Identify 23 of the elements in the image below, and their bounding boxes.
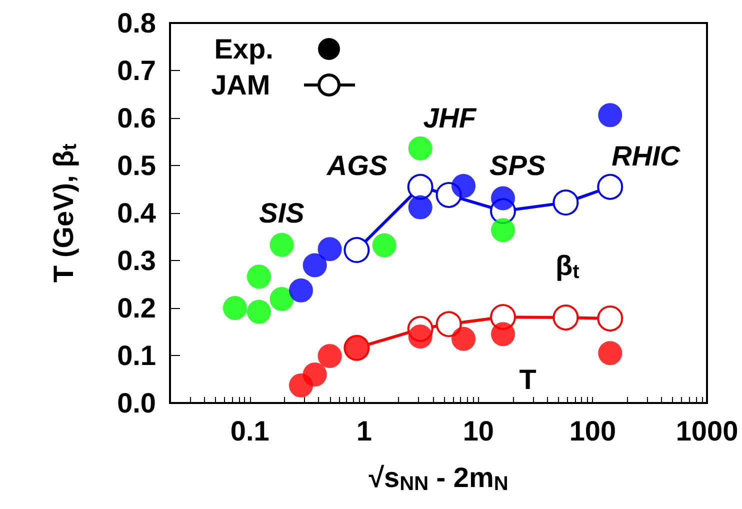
x-tick-label: 10 (462, 416, 494, 446)
annotation: JAM (211, 70, 270, 101)
y-tick-label: 0.0 (117, 388, 156, 418)
y-tick-label: 0.8 (117, 8, 156, 38)
annotation: T (519, 364, 536, 395)
y-tick-label: 0.4 (117, 198, 156, 228)
annotation: Exp. (214, 34, 274, 65)
annotation: RHIC (612, 140, 681, 172)
x-tick-label: 0.1 (230, 416, 270, 446)
y-tick-label: 0.6 (117, 102, 156, 134)
y-tick-label: 0.3 (117, 245, 156, 276)
y-tick-label: 0.7 (117, 55, 156, 86)
y-tick-label: 0.1 (117, 340, 156, 371)
x-tick-label: 1000 (676, 416, 738, 446)
annotation: JHF (423, 102, 477, 134)
annotation: SIS (259, 198, 305, 228)
y-tick-label: 0.5 (117, 150, 156, 181)
x-tick-label: 1 (356, 416, 372, 446)
y-axis-title: T (GeV), βt (48, 143, 81, 282)
y-tick-label: 0.2 (117, 292, 156, 324)
annotation: AGS (326, 150, 388, 181)
annotation: SPS (490, 150, 546, 181)
x-tick-label: 100 (569, 416, 616, 446)
